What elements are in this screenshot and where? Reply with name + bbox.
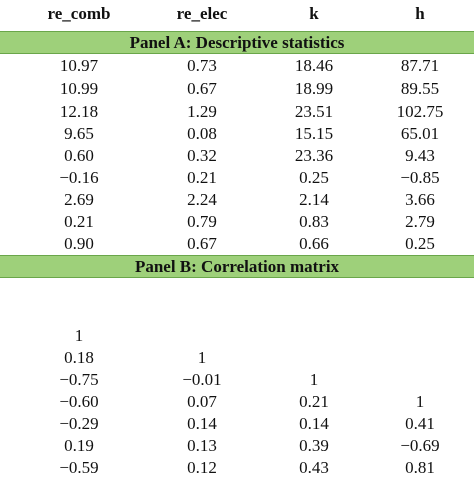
table-cell: 2.79 (405, 212, 435, 231)
table-cell: 9.65 (64, 124, 94, 143)
table-cell: −0.29 (59, 414, 99, 433)
table-cell: 2.24 (187, 190, 217, 209)
table-cell: 12.18 (59, 102, 99, 121)
table-cell: 0.81 (405, 458, 435, 477)
column-header-re-elec: re_elec (176, 4, 228, 23)
table-cell: 0.83 (299, 212, 329, 231)
table-cell: 0.25 (299, 168, 329, 187)
table-cell: −0.16 (59, 168, 99, 187)
table-cell: −0.75 (59, 370, 99, 389)
table-cell: 0.25 (405, 234, 435, 253)
table-cell: 0.41 (405, 414, 435, 433)
table-cell: 0.79 (187, 212, 217, 231)
table-cell: 0.12 (187, 458, 217, 477)
table-cell: 2.14 (299, 190, 329, 209)
table-cell: 102.75 (396, 102, 444, 121)
table-cell: 1.29 (187, 102, 217, 121)
table-cell: −0.85 (400, 168, 440, 187)
table-cell: −0.60 (59, 392, 99, 411)
table-cell: 23.36 (294, 146, 334, 165)
table-cell: −0.59 (59, 458, 99, 477)
table-cell: 0.60 (64, 146, 94, 165)
table-cell: 0.19 (64, 436, 94, 455)
table-cell: 9.43 (405, 146, 435, 165)
table-cell: 0.21 (299, 392, 329, 411)
table-cell: 65.01 (400, 124, 440, 143)
table-cell: 0.39 (299, 436, 329, 455)
table-cell: 10.99 (59, 79, 99, 98)
table-cell: 0.13 (187, 436, 217, 455)
table-cell: 0.21 (64, 212, 94, 231)
table-cell: 0.18 (64, 348, 94, 367)
table-cell: 0.67 (187, 234, 217, 253)
table-cell: 1 (309, 370, 319, 389)
table-cell: −0.69 (400, 436, 440, 455)
table-cell: 89.55 (400, 79, 440, 98)
table-cell: 0.32 (187, 146, 217, 165)
table-cell: −0.01 (182, 370, 222, 389)
table-cell: 18.46 (294, 56, 334, 75)
table-cell: 3.66 (405, 190, 435, 209)
table-cell: 23.51 (294, 102, 334, 121)
table-cell: 15.15 (294, 124, 334, 143)
table-cell: 0.21 (187, 168, 217, 187)
table-cell: 0.14 (187, 414, 217, 433)
table-cell: 0.14 (299, 414, 329, 433)
table-cell: 0.67 (187, 79, 217, 98)
panel-b-title: Panel B: Correlation matrix (0, 255, 474, 278)
column-header-re-comb: re_comb (47, 4, 111, 23)
panel-a-title: Panel A: Descriptive statistics (0, 31, 474, 54)
table-cell: 0.43 (299, 458, 329, 477)
table-cell: 1 (415, 392, 425, 411)
table-cell: 18.99 (294, 79, 334, 98)
column-header-k: k (309, 4, 319, 23)
table-cell: 0.08 (187, 124, 217, 143)
table-cell: 2.69 (64, 190, 94, 209)
table-cell: 10.97 (59, 56, 99, 75)
table-cell: 1 (197, 348, 207, 367)
table-cell: 87.71 (400, 56, 440, 75)
table-cell: 0.66 (299, 234, 329, 253)
table-cell: 1 (74, 326, 84, 345)
table-cell: 0.90 (64, 234, 94, 253)
table-cell: 0.73 (187, 56, 217, 75)
column-header-h: h (415, 4, 425, 23)
table-cell: 0.07 (187, 392, 217, 411)
